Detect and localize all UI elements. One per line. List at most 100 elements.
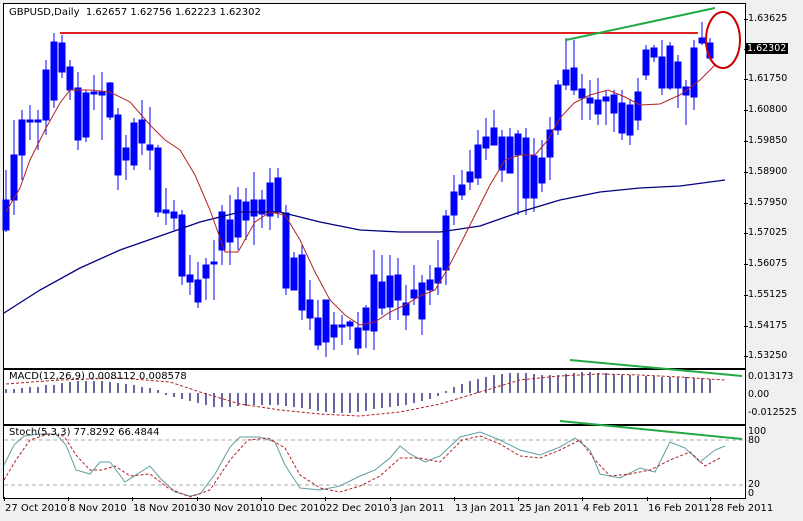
candle-body	[218, 211, 226, 251]
stoch-axis-0: 0	[748, 488, 755, 499]
candle-body	[2, 199, 10, 231]
time-tick	[132, 497, 133, 501]
candle-body	[386, 275, 394, 308]
price-tick	[744, 79, 748, 80]
stoch-main-line	[3, 431, 726, 497]
price-tick	[744, 203, 748, 204]
candle-body	[314, 317, 322, 346]
candle-body	[538, 157, 546, 184]
time-axis-label: 28 Feb 2011	[711, 503, 774, 514]
candle-body	[634, 91, 642, 121]
time-axis-label: 8 Nov 2010	[69, 503, 127, 514]
candle-body	[602, 96, 610, 102]
price-tick	[744, 141, 748, 142]
candle-body	[658, 56, 666, 89]
macd-signal-line	[5, 373, 726, 417]
price-axis-label: 1.55125	[748, 289, 788, 300]
price-axis-label: 1.53250	[748, 350, 788, 361]
rising-highs-trendline	[565, 7, 716, 41]
candle-body	[394, 274, 402, 301]
candle-body	[522, 137, 530, 199]
candle-body	[298, 254, 306, 311]
macd-title: MACD(12,26,9) 0.008112 0.008578	[9, 371, 187, 382]
stoch-pane[interactable]	[3, 425, 746, 499]
candle-body	[330, 324, 338, 338]
price-tick	[744, 326, 748, 327]
candle-body	[362, 307, 370, 331]
candle-body	[610, 94, 618, 114]
price-tick	[744, 110, 748, 111]
candle-body	[290, 257, 298, 291]
candle-body	[338, 324, 346, 328]
time-tick	[197, 497, 198, 501]
price-tick	[744, 233, 748, 234]
candle-body	[402, 302, 410, 316]
price-tick	[744, 19, 748, 20]
time-tick	[710, 497, 711, 501]
time-axis-label: 4 Feb 2011	[583, 503, 639, 514]
candle-body	[458, 184, 466, 196]
candle-body	[378, 281, 386, 309]
macd-divergence-trendline	[569, 359, 743, 377]
time-tick	[647, 497, 648, 501]
candle-body	[450, 191, 458, 216]
macd-axis-top: 0.013173	[748, 371, 794, 382]
symbol-timeframe: GBPUSD,Daily	[9, 7, 80, 18]
candle-body	[170, 211, 178, 219]
candle-body	[202, 264, 210, 279]
candle-body	[26, 119, 34, 123]
candle-body	[258, 199, 266, 215]
candle-body	[426, 279, 434, 291]
price-axis-label: 1.60800	[748, 104, 788, 115]
stoch-axis-20: 20	[748, 479, 761, 490]
macd-axis-bottom: -0.012525	[748, 407, 797, 418]
time-axis-label: 13 Jan 2011	[455, 503, 515, 514]
candle-body	[306, 299, 314, 319]
time-tick	[325, 497, 326, 501]
candle-body	[282, 212, 290, 289]
highlight-circle	[705, 11, 741, 69]
candle-body	[130, 122, 138, 166]
candle-body	[370, 274, 378, 332]
stoch-axis-80: 80	[748, 435, 761, 446]
stoch-axis-100: 100	[748, 426, 767, 437]
candle-body	[50, 41, 58, 101]
candle-body	[474, 144, 482, 179]
candle-body	[42, 69, 50, 121]
candle-body	[194, 279, 202, 303]
candle-body	[578, 88, 586, 99]
candle-body	[90, 91, 98, 95]
candle-body	[434, 267, 442, 284]
candle-body	[266, 182, 274, 217]
candle-body	[618, 102, 626, 134]
price-tick	[744, 295, 748, 296]
chart-title: GBPUSD,Daily 1.62657 1.62756 1.62223 1.6…	[9, 7, 261, 18]
candle-body	[418, 282, 426, 320]
candle-body	[274, 177, 282, 213]
stoch-divergence-trendline	[559, 420, 743, 440]
candle-body	[242, 201, 250, 221]
candle-body	[10, 154, 18, 201]
candle-body	[482, 136, 490, 149]
time-axis-label: 22 Dec 2010	[326, 503, 390, 514]
candle-body	[554, 84, 562, 131]
candle-body	[178, 214, 186, 277]
price-axis-label: 1.59850	[748, 135, 788, 146]
candle-body	[250, 199, 258, 217]
price-axis-label: 1.57950	[748, 197, 788, 208]
candle-body	[186, 274, 194, 283]
candle-body	[354, 327, 362, 349]
price-tick	[744, 172, 748, 173]
candle-body	[698, 37, 706, 44]
price-tick	[744, 356, 748, 357]
price-tick	[744, 264, 748, 265]
time-tick	[582, 497, 583, 501]
time-tick	[518, 497, 519, 501]
price-axis-label: 1.58900	[748, 166, 788, 177]
time-axis-label: 16 Feb 2011	[648, 503, 711, 514]
time-tick	[261, 497, 262, 501]
candle-body	[82, 92, 90, 138]
time-axis-label: 3 Jan 2011	[391, 503, 445, 514]
candle-body	[514, 133, 522, 156]
